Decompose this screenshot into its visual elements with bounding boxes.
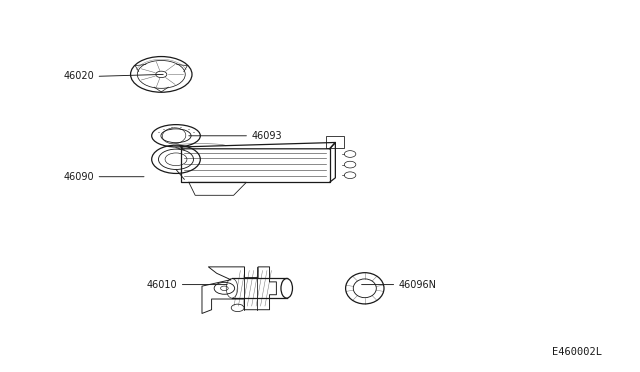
- Text: 46090: 46090: [63, 172, 94, 182]
- Text: E460002L: E460002L: [552, 347, 602, 357]
- Text: 46020: 46020: [63, 71, 94, 81]
- Text: 46093: 46093: [252, 131, 282, 141]
- Bar: [326, 136, 344, 148]
- Text: 46010: 46010: [147, 280, 177, 289]
- Text: 46096N: 46096N: [399, 280, 436, 289]
